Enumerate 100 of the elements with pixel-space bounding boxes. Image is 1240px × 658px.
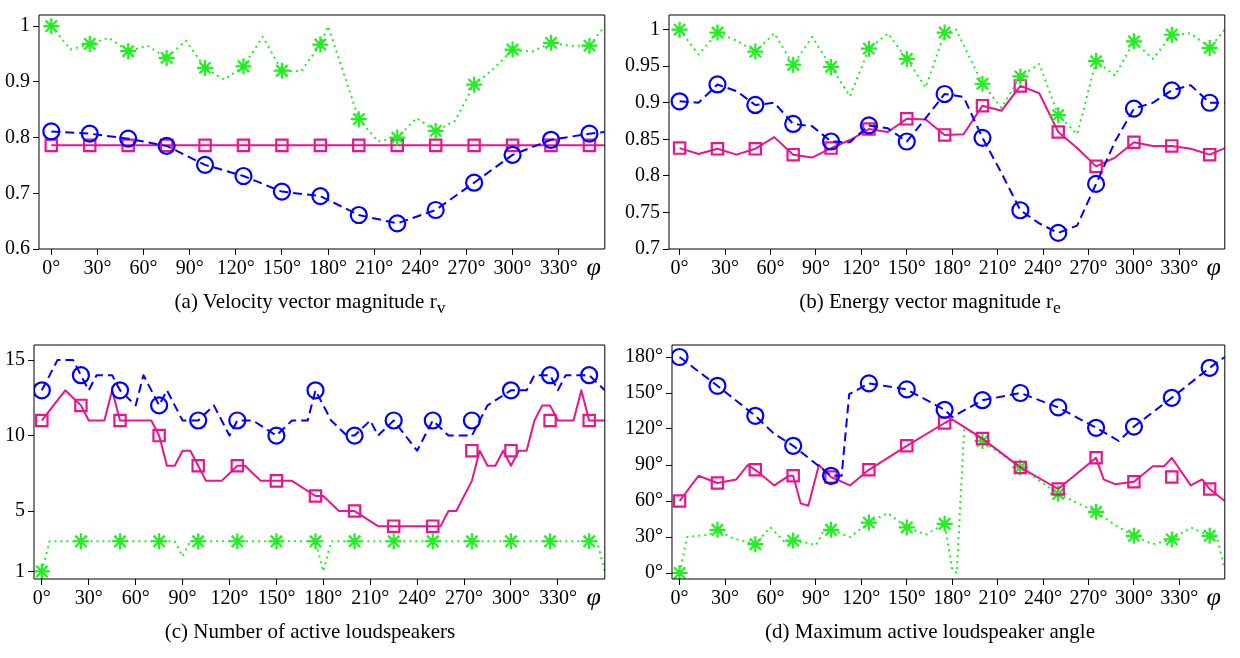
y-tick-label: 5 — [15, 498, 25, 521]
point — [35, 413, 49, 428]
y-tick-label: 10 — [5, 422, 25, 445]
point — [859, 116, 879, 135]
point — [975, 431, 990, 446]
x-tick-label: 120° — [216, 256, 255, 279]
x-tick-label: 60° — [121, 586, 150, 609]
x-tick-label: 330° — [1160, 586, 1199, 609]
point — [150, 532, 169, 551]
point — [313, 138, 328, 153]
x-tick-label: 150° — [887, 586, 926, 609]
x-tick-label: 330° — [538, 586, 577, 609]
point — [935, 514, 954, 533]
x-tick-label: 240° — [1024, 256, 1063, 279]
point — [897, 518, 916, 537]
x-tick-label: 30° — [711, 256, 740, 279]
point — [899, 439, 914, 453]
y-tick-label: 30° — [635, 524, 663, 547]
point — [935, 400, 954, 419]
point — [786, 469, 800, 483]
point — [1124, 417, 1144, 436]
point — [121, 138, 135, 153]
point — [672, 141, 687, 155]
point — [44, 138, 59, 153]
point — [390, 138, 404, 153]
point — [821, 520, 841, 539]
point — [859, 513, 878, 532]
x-tick-label: 0° — [32, 586, 51, 609]
point — [152, 428, 166, 443]
point — [228, 411, 247, 430]
point — [234, 57, 253, 76]
x-tick-label: 210° — [978, 586, 1017, 609]
x-tick-label: 0° — [42, 256, 61, 279]
point — [462, 532, 481, 551]
x-tick-label: 60° — [756, 586, 785, 609]
point — [543, 413, 557, 428]
point — [384, 411, 403, 430]
point — [1086, 174, 1106, 194]
x-tick-label: 240° — [401, 256, 440, 279]
point — [784, 55, 803, 74]
point — [1162, 25, 1181, 44]
x-axis-title: φ — [1206, 581, 1221, 611]
point — [462, 411, 481, 430]
point — [386, 519, 401, 533]
point — [306, 381, 325, 400]
x-tick-label: 60° — [756, 256, 785, 279]
point — [267, 426, 286, 445]
point — [1124, 526, 1144, 545]
y-tick-label: 90° — [635, 452, 663, 475]
point — [1086, 418, 1106, 437]
x-tick-label: 180° — [933, 256, 972, 279]
y-tick-label: 15 — [5, 347, 25, 370]
point — [269, 474, 284, 488]
point — [467, 138, 481, 153]
y-tick-label: 0.9 — [5, 69, 30, 92]
point — [189, 411, 208, 430]
point — [465, 75, 484, 94]
point — [1165, 139, 1179, 153]
x-tick-label: 90° — [175, 256, 204, 279]
point — [349, 205, 368, 225]
point — [1013, 79, 1028, 93]
x-tick-label: 150° — [887, 256, 926, 279]
x-tick-label: 270° — [447, 256, 486, 279]
point — [1165, 470, 1179, 484]
point — [345, 532, 364, 551]
point — [80, 124, 99, 143]
point — [821, 466, 841, 485]
point — [311, 35, 330, 54]
point — [1127, 475, 1141, 489]
y-tick-label: 0.9 — [635, 90, 660, 112]
x-tick-label: 210° — [978, 256, 1017, 279]
point — [672, 347, 689, 367]
point — [428, 138, 443, 153]
point — [710, 476, 725, 490]
point — [352, 138, 366, 153]
point — [275, 138, 289, 153]
point — [42, 17, 61, 36]
y-tick-label: 0° — [645, 560, 663, 583]
point — [859, 39, 879, 58]
point — [228, 532, 247, 551]
point — [975, 98, 990, 113]
x-tick-label: 90° — [168, 586, 197, 609]
point — [426, 200, 445, 220]
point — [306, 532, 325, 551]
point — [119, 42, 138, 61]
point — [345, 426, 364, 445]
x-tick-label: 210° — [351, 586, 390, 609]
point — [71, 532, 91, 551]
point — [1051, 125, 1065, 139]
y-tick-label: 1 — [15, 558, 25, 581]
point — [1162, 81, 1181, 100]
point — [544, 138, 558, 153]
point — [580, 366, 599, 385]
x-tick-label: 120° — [842, 256, 881, 279]
point — [748, 463, 763, 477]
x-tick-label: 240° — [398, 586, 437, 609]
x-tick-label: 30° — [711, 586, 740, 609]
point — [230, 459, 245, 473]
x-axis-title: φ — [1206, 251, 1221, 281]
x-tick-label: 300° — [493, 256, 532, 279]
